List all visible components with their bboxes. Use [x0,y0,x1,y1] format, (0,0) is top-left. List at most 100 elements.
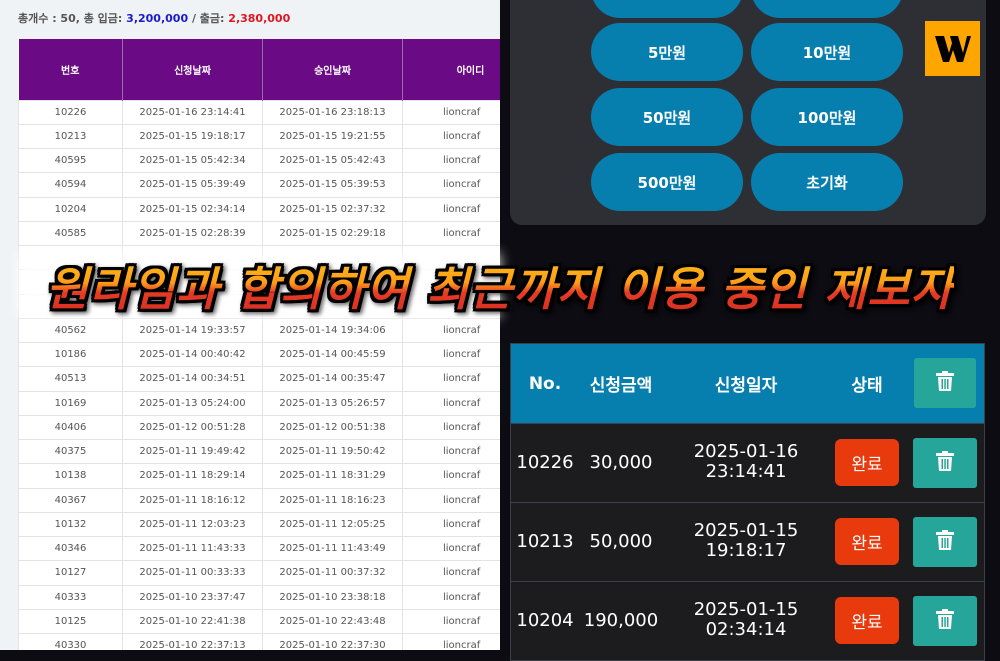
status-badge[interactable]: 완료 [835,518,899,565]
request-row: 10204 190,000 2025-01-15 02:34:14 완료 [511,581,984,660]
cell-approve-date: 2025-01-11 18:31:29 [262,463,403,489]
cell-request-date: 2025-01-11 18:16:12 [122,487,263,513]
table-row[interactable]: 10132 2025-01-11 12:03:23 2025-01-11 12:05… [18,511,500,538]
cell-approve-date: 2025-01-13 05:26:57 [262,390,403,416]
cell-number: 40513 [18,366,123,392]
cell-number: 40595 [18,147,123,174]
cell-approve-date: 2025-01-15 05:39:53 [262,172,403,198]
cell-approve-date: 2025-01-10 22:43:48 [262,608,403,635]
delete-button[interactable] [913,438,977,488]
reset-button[interactable]: 초기화 [751,153,903,211]
cell-approve-date: 2025-01-16 23:18:13 [262,99,403,125]
col-header-amount: 신청금액 [589,376,653,396]
cell-user-id: lioncraf [402,147,500,174]
summary-separator: / 출금: [191,12,225,25]
cell-number: 10138 [18,463,123,489]
amount-button-hidden-2[interactable] [751,0,903,18]
table-row[interactable]: 10138 2025-01-11 18:29:14 2025-01-11 18:31… [18,463,500,489]
cell-number: 10186 [18,341,123,368]
table-row[interactable]: 10169 2025-01-13 05:24:00 2025-01-13 05:26… [18,390,500,416]
cell-request-date: 2025-01-14 00:34:51 [122,366,263,392]
request-date-time: 23:14:41 [705,461,787,482]
cell-request-date: 2025-01-10 22:41:38 [122,608,263,635]
cell-user-id: lioncraf [402,584,500,610]
table-row[interactable]: 40367 2025-01-11 18:16:12 2025-01-11 18:16… [18,487,500,513]
summary-line: 총개수 : 50, 총 입금: 3,200,000 / 출금: 2,380,00… [18,10,290,26]
delete-all-button[interactable] [914,358,976,408]
request-date: 2025-01-15 19:18:17 [694,521,799,561]
banner-text: 원라임과 합의하여 최근까지 이용 중인 제보자 [46,253,954,319]
table-row[interactable]: 10186 2025-01-14 00:40:42 2025-01-14 00:45… [18,341,500,368]
table-row[interactable]: 40330 2025-01-10 22:37:13 2025-01-10 22:37… [18,632,500,650]
table-row[interactable]: 40333 2025-01-10 23:37:47 2025-01-10 23:38… [18,584,500,610]
cell-approve-date: 2025-01-15 05:42:43 [262,147,403,174]
table-row[interactable]: 40595 2025-01-15 05:42:34 2025-01-15 05:42… [18,147,500,174]
amount-button-5m[interactable]: 500만원 [591,153,743,211]
cell-user-id: lioncraf [402,560,500,586]
cell-approve-date: 2025-01-11 12:05:25 [262,511,403,538]
table-row[interactable]: 40346 2025-01-11 11:43:33 2025-01-11 11:43… [18,535,500,562]
amount-button-100k[interactable]: 10만원 [751,23,903,81]
table-row[interactable]: 40513 2025-01-14 00:34:51 2025-01-14 00:35… [18,366,500,392]
table-row[interactable]: 10127 2025-01-11 00:33:33 2025-01-11 00:37… [18,560,500,586]
total-withdraw: 2,380,000 [228,12,291,25]
table-row[interactable]: 40594 2025-01-15 05:39:49 2025-01-15 05:39… [18,172,500,198]
cell-approve-date: 2025-01-10 23:38:18 [262,584,403,610]
summary-label: 총개수 : 50, 총 입금: [18,12,123,25]
cell-user-id: lioncraf [402,608,500,635]
cell-request-date: 2025-01-15 02:28:39 [122,220,263,247]
table-row[interactable]: 10204 2025-01-15 02:34:14 2025-01-15 02:37… [18,196,500,222]
request-amount: 50,000 [589,531,653,552]
cell-request-date: 2025-01-14 00:40:42 [122,341,263,368]
cell-number: 40585 [18,220,123,247]
col-header-number: 번호 [18,39,123,100]
trash-icon [936,370,954,396]
table-row[interactable]: 40585 2025-01-15 02:28:39 2025-01-15 02:29… [18,220,500,247]
table-row[interactable]: 40375 2025-01-11 19:49:42 2025-01-11 19:50… [18,438,500,465]
total-deposit: 3,200,000 [126,12,189,25]
history-table: 번호 신청날짜 승인날짜 아이디 10226 2025-01-16 23:14:4… [18,39,500,650]
cell-number: 40346 [18,535,123,562]
cell-user-id: lioncraf [402,172,500,198]
amount-button-50k[interactable]: 5만원 [591,23,743,81]
delete-button[interactable] [913,596,977,646]
banner-glow [18,253,500,317]
delete-button[interactable] [913,517,977,567]
cell-number: 40594 [18,172,123,198]
cell-user-id: lioncraf [402,535,500,562]
status-badge[interactable]: 완료 [835,439,899,486]
cell-user-id: lioncraf [402,511,500,538]
cell-number: 40333 [18,584,123,610]
cell-user-id: lioncraf [402,632,500,650]
table-row[interactable]: 10125 2025-01-10 22:41:38 2025-01-10 22:43… [18,608,500,635]
amount-button-hidden-1[interactable] [591,0,743,18]
cell-number: 10127 [18,560,123,586]
cell-approve-date: 2025-01-14 19:34:06 [262,317,403,344]
table-row[interactable]: 40562 2025-01-14 19:33:57 2025-01-14 19:34… [18,317,500,344]
table-row[interactable]: 40406 2025-01-12 00:51:28 2025-01-12 00:51… [18,414,500,441]
trash-icon [936,608,954,634]
status-badge[interactable]: 완료 [835,597,899,644]
amount-button-1m[interactable]: 100만원 [751,88,903,146]
table-row[interactable]: 10226 2025-01-16 23:14:41 2025-01-16 23:18… [18,99,500,125]
cell-number: 10213 [18,123,123,150]
cell-request-date: 2025-01-15 05:42:34 [122,147,263,174]
request-date-day: 2025-01-15 [693,520,799,541]
cell-user-id: lioncraf [402,99,500,125]
trash-icon [936,450,954,476]
table-row[interactable]: 10213 2025-01-15 19:18:17 2025-01-15 19:21… [18,123,500,150]
request-date-day: 2025-01-16 [693,441,799,462]
cell-request-date: 2025-01-13 05:24:00 [122,390,263,416]
request-date-time: 19:18:17 [705,540,787,561]
cell-approve-date: 2025-01-14 00:35:47 [262,366,403,392]
cell-number: 10125 [18,608,123,635]
banner-outline: 원라임과 합의하여 최근까지 이용 중인 제보자 [0,253,1000,319]
cell-user-id: lioncraf [402,317,500,344]
amount-button-500k[interactable]: 50만원 [591,88,743,146]
cell-approve-date: 2025-01-11 00:37:32 [262,560,403,586]
cell-approve-date: 2025-01-15 02:29:18 [262,220,403,247]
cell-number: 10132 [18,511,123,538]
request-amount: 190,000 [583,610,659,631]
cell-user-id: lioncraf [402,196,500,222]
request-date: 2025-01-15 02:34:14 [694,600,799,640]
